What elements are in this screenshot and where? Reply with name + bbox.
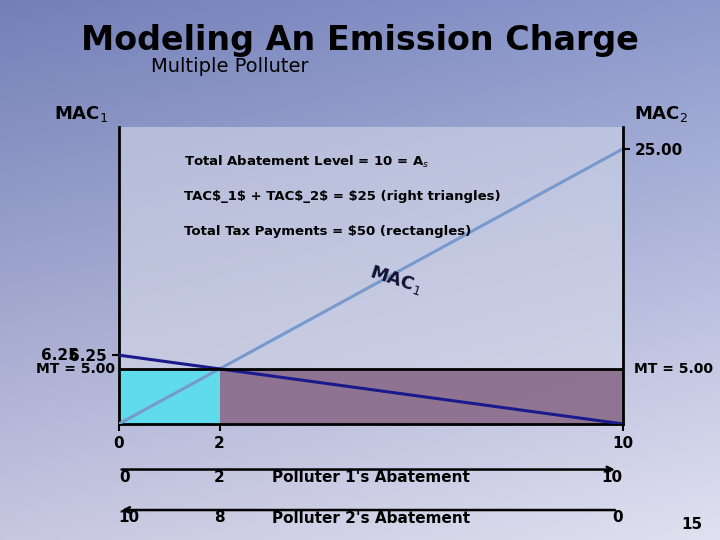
Text: MAC$_1$: MAC$_1$ (54, 104, 108, 124)
Text: 2: 2 (215, 470, 225, 485)
Text: MT = 5.00: MT = 5.00 (36, 362, 115, 376)
Text: MT = 5.00: MT = 5.00 (634, 362, 713, 376)
Text: 10: 10 (602, 470, 623, 485)
Text: Modeling An Emission Charge: Modeling An Emission Charge (81, 24, 639, 57)
Text: 0: 0 (612, 510, 623, 525)
Text: MAC$_1$: MAC$_1$ (367, 262, 425, 298)
Text: TAC$_1$ + TAC$_2$ = $25 (right triangles): TAC$_1$ + TAC$_2$ = $25 (right triangles… (184, 190, 501, 202)
Text: Polluter 2's Abatement: Polluter 2's Abatement (271, 511, 470, 526)
Text: 15: 15 (681, 517, 702, 532)
Text: 0: 0 (119, 470, 130, 485)
Text: MAC$_2$: MAC$_2$ (634, 104, 688, 124)
Bar (119, 127, 623, 424)
Text: Multiple Polluter: Multiple Polluter (151, 57, 309, 76)
Text: Polluter 1's Abatement: Polluter 1's Abatement (272, 470, 469, 485)
Text: Total Tax Payments = $50 (rectangles): Total Tax Payments = $50 (rectangles) (184, 225, 472, 238)
Text: Total Abatement Level = 10 = A$_s$: Total Abatement Level = 10 = A$_s$ (184, 154, 430, 171)
Bar (220, 369, 623, 424)
Bar (119, 369, 220, 424)
Text: 6.25: 6.25 (42, 348, 79, 363)
Text: 8: 8 (215, 510, 225, 525)
Text: 10: 10 (119, 510, 140, 525)
